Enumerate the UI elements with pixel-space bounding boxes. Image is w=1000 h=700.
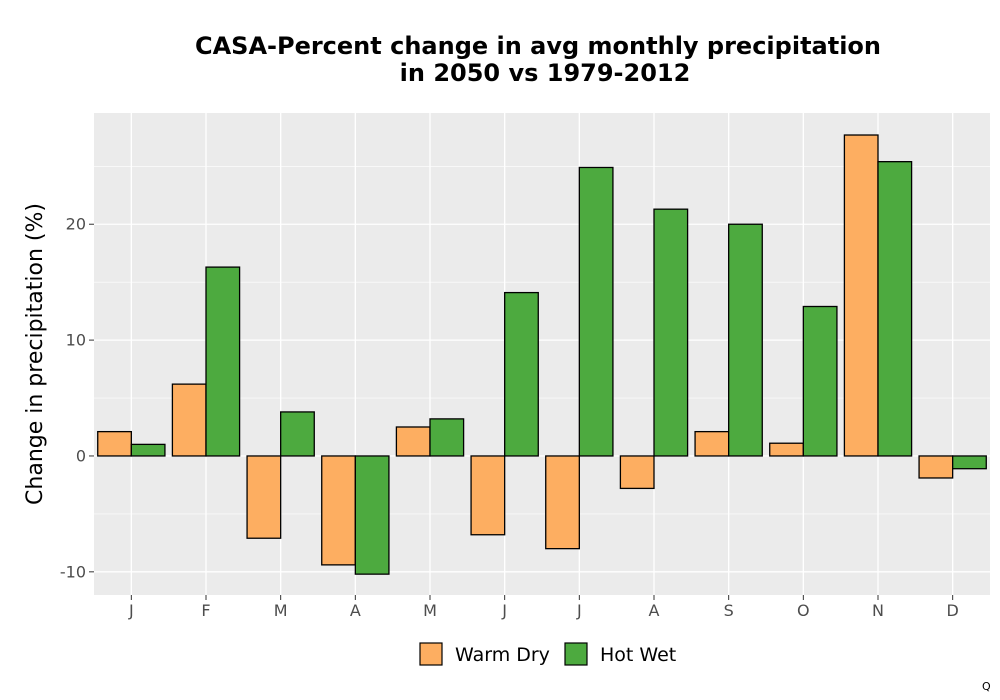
y-axis-ticks: -10 0 10 20: [60, 215, 94, 581]
bar-warm-dry: [918, 455, 954, 479]
y-axis-label: Change in precipitation (%): [23, 203, 48, 505]
legend-swatch-warm-dry: [419, 642, 443, 666]
x-tick-label: J: [501, 601, 507, 620]
bar-hot-wet: [802, 305, 838, 457]
legend: Warm Dry Hot Wet: [419, 642, 676, 666]
legend-swatch-hot-wet: [564, 642, 588, 666]
bar-hot-wet: [280, 411, 315, 457]
y-tick-label: -10: [60, 562, 86, 581]
x-tick-label: A: [350, 601, 361, 620]
bar-warm-dry: [843, 134, 879, 457]
bar-warm-dry: [769, 442, 804, 457]
bar-hot-wet: [653, 208, 689, 457]
x-tick-label: A: [649, 601, 660, 620]
chart-title-line-2: in 2050 vs 1979-2012: [400, 59, 691, 87]
bar-hot-wet: [952, 455, 987, 470]
bars: [97, 134, 987, 575]
x-tick-label: O: [797, 601, 810, 620]
x-tick-label: S: [724, 601, 734, 620]
bar-hot-wet: [354, 455, 390, 575]
bar-warm-dry: [694, 430, 730, 457]
bar-warm-dry: [171, 383, 207, 457]
x-tick-label: F: [201, 601, 210, 620]
plot-panel: [94, 113, 990, 595]
bar-warm-dry: [619, 455, 655, 490]
chart-title-line-1: CASA-Percent change in avg monthly preci…: [195, 32, 881, 60]
x-tick-label: J: [576, 601, 582, 620]
legend-label-hot-wet: Hot Wet: [600, 644, 676, 666]
bar-warm-dry: [395, 426, 431, 457]
y-tick-label: 20: [66, 215, 86, 234]
bar-warm-dry: [545, 455, 580, 550]
y-tick-label: 0: [76, 446, 86, 465]
corner-mark: Q: [982, 680, 991, 693]
bar-hot-wet: [205, 266, 241, 457]
x-tick-label: D: [947, 601, 959, 620]
x-tick-label: N: [872, 601, 884, 620]
x-tick-label: M: [274, 601, 288, 620]
bar-warm-dry: [246, 455, 282, 539]
bar-hot-wet: [130, 443, 166, 457]
bar-hot-wet: [504, 291, 539, 457]
x-tick-label: J: [128, 601, 134, 620]
bar-hot-wet: [429, 418, 465, 457]
bar-hot-wet: [728, 223, 763, 457]
bar-hot-wet: [578, 166, 614, 457]
y-tick-label: 10: [66, 331, 86, 350]
bar-warm-dry: [470, 455, 506, 536]
x-tick-label: M: [423, 601, 437, 620]
bar-hot-wet: [877, 161, 913, 457]
bar-warm-dry: [97, 430, 132, 457]
legend-label-warm-dry: Warm Dry: [455, 644, 550, 666]
bar-warm-dry: [321, 455, 356, 566]
